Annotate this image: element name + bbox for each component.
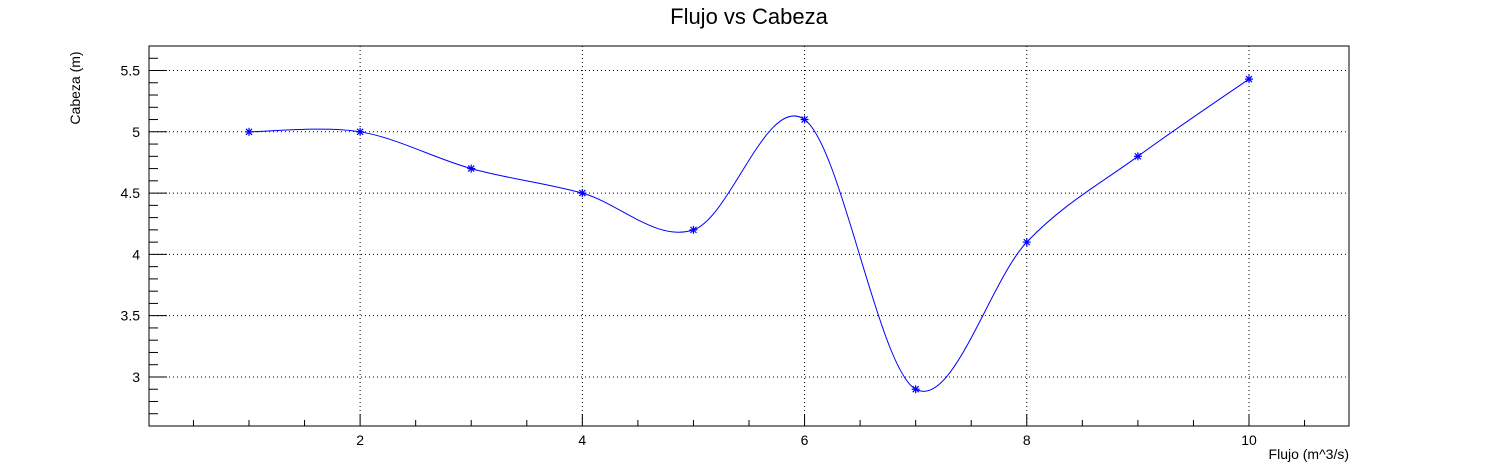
data-point-marker	[1022, 238, 1031, 247]
series-layer	[245, 75, 1253, 394]
y-tick-label: 4.5	[121, 185, 141, 201]
x-tick-label: 8	[1023, 432, 1031, 448]
data-point-marker	[689, 225, 698, 234]
data-point-marker	[578, 189, 587, 198]
data-point-marker	[800, 115, 809, 124]
chart-title: Flujo vs Cabeza	[670, 4, 829, 29]
x-axis-title: Flujo (m^3/s)	[1269, 446, 1349, 462]
x-tick-label: 6	[801, 432, 809, 448]
data-point-marker	[911, 385, 920, 394]
data-point-marker	[245, 127, 253, 136]
axis-ticks	[149, 45, 1306, 427]
plot-frame	[148, 45, 1350, 427]
data-point-marker	[356, 127, 365, 136]
y-tick-label: 5.5	[121, 63, 141, 79]
x-tick-label: 4	[578, 432, 586, 448]
series-line	[248, 78, 1250, 392]
x-tick-label: 2	[356, 432, 364, 448]
y-tick-label: 3.5	[121, 308, 141, 324]
data-point-marker	[1245, 75, 1253, 84]
y-tick-label: 5	[132, 124, 140, 140]
grid	[149, 46, 1349, 426]
tick-labels: 2 4 6 8 10 3 3.5 4 4.5 5 5.5	[121, 63, 1257, 448]
y-axis-title: Cabeza (m)	[67, 51, 83, 124]
x-tick-label: 10	[1241, 432, 1257, 448]
data-point-marker	[467, 164, 476, 173]
y-tick-label: 3	[132, 369, 140, 385]
data-point-marker	[1133, 152, 1142, 161]
y-tick-label: 4	[132, 246, 140, 262]
